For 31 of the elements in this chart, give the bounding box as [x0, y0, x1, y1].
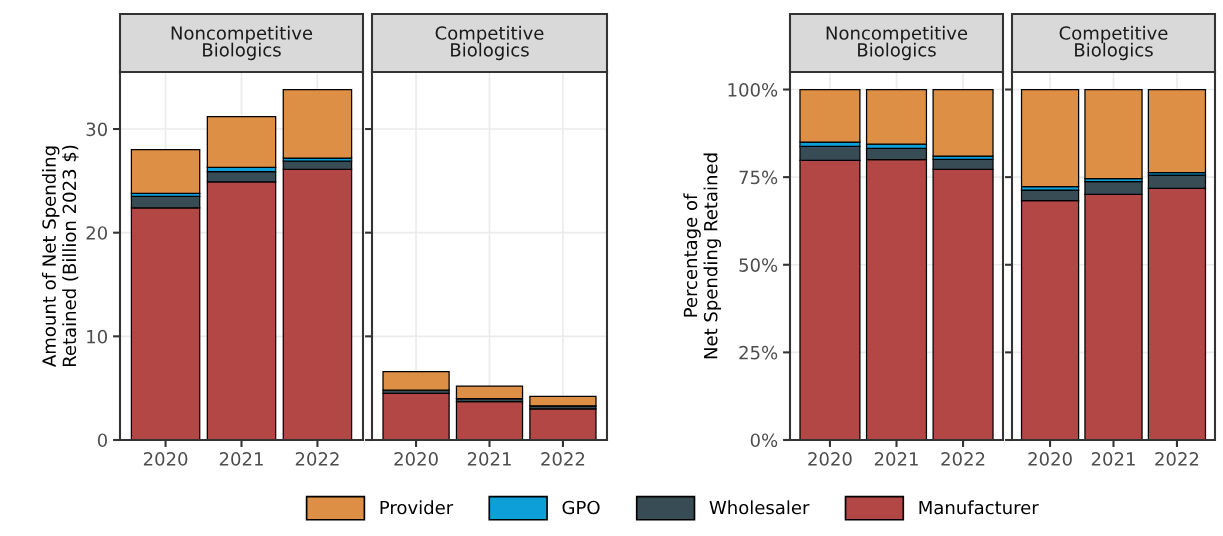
y-tick-label: 75% — [739, 170, 778, 185]
chart-title: Noncompetitive Biologics — [826, 25, 968, 61]
x-tick-label: 2021 — [874, 452, 918, 466]
legend-label: Manufacturer — [919, 500, 1039, 515]
x-tick-label: 2022 — [1155, 452, 1199, 466]
y-tick-label: 25% — [739, 345, 778, 360]
x-tick-label: 2021 — [467, 452, 511, 466]
x-tick-label: 2022 — [295, 452, 339, 466]
chart-title: Competitive Biologics — [435, 25, 544, 61]
y-tick-label: 100% — [728, 82, 778, 97]
x-tick-label: 2020 — [808, 452, 852, 466]
y-tick-label: 20 — [86, 226, 107, 240]
y-tick-label: 30 — [86, 122, 107, 137]
y-axis-title: Amount of Net Spending Retained (Billion 2023 $) — [41, 145, 79, 367]
legend-label: Provider — [380, 500, 454, 515]
y-tick-label: 10 — [87, 329, 107, 344]
x-tick-label: 2022 — [541, 452, 585, 466]
y-tick-label: 0% — [750, 433, 778, 448]
chart-title: Noncompetitive Biologics — [171, 25, 313, 61]
y-axis-title: Percentage of Net Spending Retained — [683, 153, 722, 359]
x-tick-label: 2021 — [1091, 452, 1135, 466]
y-tick-label: 0 — [97, 433, 107, 448]
legend-label: Wholesaler — [709, 500, 810, 515]
legend-label: GPO — [562, 500, 600, 515]
x-tick-label: 2021 — [219, 452, 263, 466]
x-tick-label: 2020 — [143, 452, 188, 466]
chart-title: Competitive Biologics — [1059, 25, 1168, 61]
x-tick-label: 2020 — [1028, 452, 1072, 466]
y-tick-label: 50% — [739, 258, 778, 272]
x-tick-label: 2022 — [941, 452, 985, 466]
x-tick-label: 2020 — [394, 452, 438, 466]
